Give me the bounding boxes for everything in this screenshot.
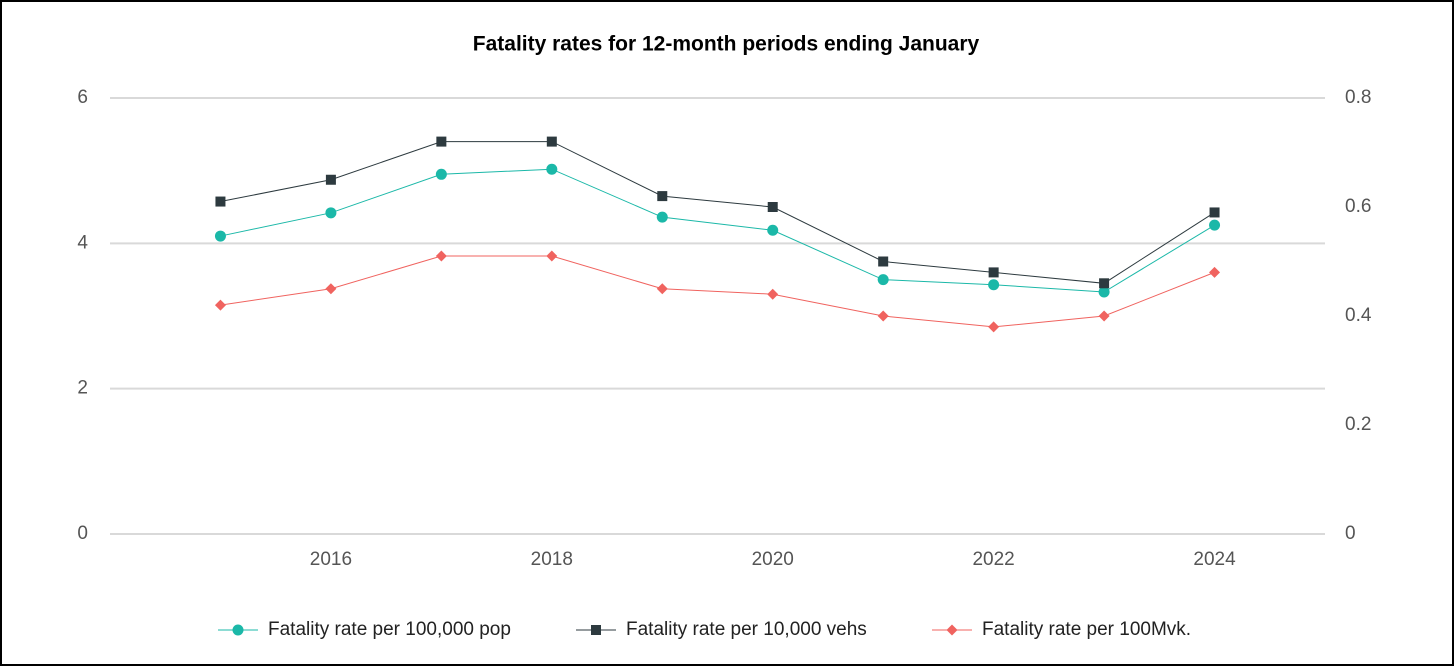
data-point	[988, 279, 1000, 291]
y-tick-label: 2	[77, 378, 88, 399]
data-point	[767, 224, 779, 236]
chart-title: Fatality rates for 12-month periods endi…	[473, 33, 980, 56]
x-tick-label: 2018	[531, 549, 573, 570]
data-point	[546, 136, 557, 147]
legend-marker	[946, 624, 958, 636]
legend-label: Fatality rate per 100Mvk.	[982, 619, 1191, 640]
data-point	[1098, 310, 1110, 322]
legend-label: Fatality rate per 10,000 vehs	[626, 619, 867, 640]
y2-tick-label: 0.8	[1345, 87, 1371, 108]
data-point	[657, 191, 668, 202]
data-point	[1098, 286, 1110, 298]
y-tick-label: 6	[77, 87, 88, 108]
y-tick-label: 0	[77, 523, 88, 544]
y2-tick-label: 0	[1345, 523, 1356, 544]
data-point	[214, 299, 226, 311]
data-point	[656, 211, 668, 223]
y2-tick-label: 0.2	[1345, 414, 1371, 435]
data-point	[435, 168, 447, 180]
data-point	[436, 136, 447, 147]
data-point	[877, 274, 889, 286]
data-point	[325, 174, 336, 185]
data-point	[767, 202, 778, 212]
data-point	[325, 283, 337, 295]
data-point	[767, 288, 779, 300]
data-point	[325, 207, 337, 219]
data-point	[988, 267, 999, 278]
data-point	[878, 256, 889, 267]
legend-marker	[591, 625, 601, 635]
legend-marker	[232, 624, 244, 636]
series-line	[220, 168, 1215, 293]
x-tick-label: 2022	[972, 549, 1014, 570]
legend-label: Fatality rate per 100,000 pop	[268, 619, 511, 640]
data-point	[656, 283, 668, 295]
series-line	[220, 141, 1215, 284]
data-point	[214, 230, 226, 242]
y-tick-label: 4	[77, 232, 88, 253]
x-tick-label: 2024	[1193, 549, 1236, 570]
y2-tick-label: 0.6	[1345, 196, 1371, 217]
x-tick-label: 2020	[752, 549, 794, 570]
data-point	[435, 250, 447, 262]
data-point	[1099, 278, 1110, 289]
data-point	[1209, 266, 1221, 278]
data-point	[988, 321, 1000, 333]
y2-tick-label: 0.4	[1345, 305, 1372, 326]
data-point	[877, 310, 889, 322]
series-line	[220, 255, 1215, 328]
x-tick-label: 2016	[310, 549, 352, 570]
data-point	[1209, 207, 1220, 218]
data-point	[546, 250, 558, 262]
data-point	[215, 196, 226, 207]
data-point	[546, 163, 558, 175]
data-point	[1209, 219, 1221, 231]
